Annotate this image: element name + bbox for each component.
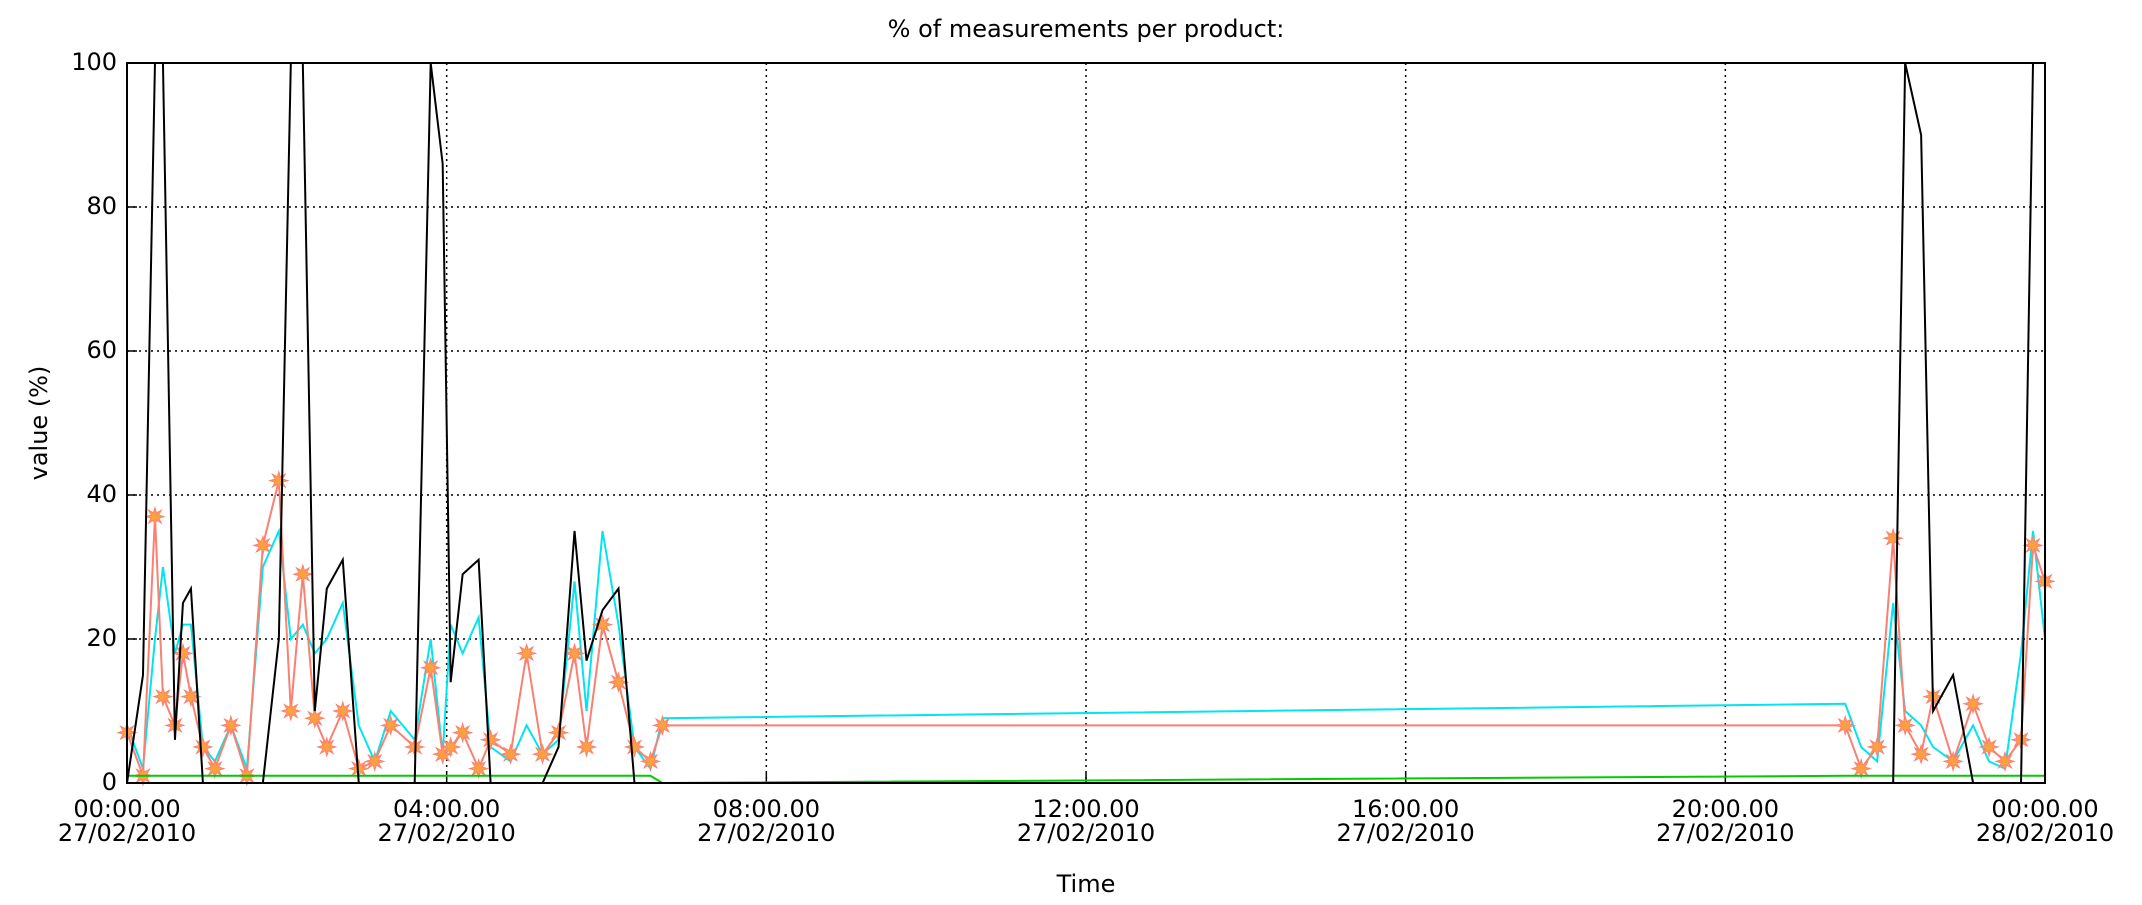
point-marker <box>591 613 614 636</box>
point-marker <box>467 757 490 780</box>
point-marker <box>563 642 586 665</box>
point-marker <box>172 642 194 665</box>
y-tick-label: 80 <box>86 192 117 220</box>
x-tick-label: 16:00.00 27/02/2010 <box>1336 795 1475 847</box>
series-line <box>127 774 2045 785</box>
point-marker <box>1942 750 1964 773</box>
point-marker <box>1978 736 2000 758</box>
point-marker <box>379 714 402 737</box>
point-marker <box>623 736 646 758</box>
point-marker <box>451 721 474 744</box>
point-marker <box>575 736 598 758</box>
x-tick-label: 04:00.00 27/02/2010 <box>377 795 516 847</box>
point-marker <box>515 642 538 665</box>
point-marker <box>1882 527 1904 549</box>
point-marker <box>144 505 166 528</box>
point-marker <box>1994 750 2016 773</box>
point-marker <box>419 657 442 679</box>
point-marker <box>1834 714 1856 737</box>
point-marker <box>204 757 226 780</box>
y-axis-label: value (%) <box>25 366 53 481</box>
point-marker <box>2022 534 2044 557</box>
y-tick-label: 40 <box>86 480 117 508</box>
point-marker <box>180 685 202 708</box>
point-marker <box>639 750 662 773</box>
point-marker <box>479 729 502 751</box>
point-marker <box>152 685 174 708</box>
y-tick-label: 20 <box>86 624 117 652</box>
series-line <box>126 527 2046 771</box>
point-marker <box>607 671 630 693</box>
point-marker <box>499 743 522 765</box>
point-marker <box>332 700 354 722</box>
x-tick-label: 12:00.00 27/02/2010 <box>1016 795 1156 847</box>
x-tick-label: 00:00.00 28/02/2010 <box>1975 795 2115 847</box>
point-marker <box>192 736 214 758</box>
y-tick-label: 0 <box>102 768 117 796</box>
point-marker <box>439 736 462 758</box>
chart-title: % of measurements per product: <box>888 15 1285 43</box>
plot-frame <box>126 62 2046 784</box>
y-tick-label: 60 <box>86 336 117 364</box>
y-tick-label: 100 <box>71 48 117 76</box>
point-marker <box>1910 743 1932 765</box>
point-marker <box>531 743 554 765</box>
point-marker <box>1866 736 1888 758</box>
x-tick-label: 08:00.00 27/02/2010 <box>697 795 836 847</box>
point-marker <box>363 750 386 773</box>
point-marker <box>1850 757 1872 780</box>
x-axis-label: Time <box>1056 870 1116 898</box>
point-marker <box>280 700 302 722</box>
x-tick-label: 20:00.00 27/02/2010 <box>1656 795 1795 847</box>
point-marker <box>220 714 242 737</box>
point-marker <box>304 707 326 729</box>
point-marker <box>1962 693 1984 715</box>
point-marker <box>292 563 314 585</box>
point-marker <box>252 534 274 557</box>
point-marker <box>316 736 338 758</box>
point-marker <box>651 714 674 737</box>
point-marker <box>1894 714 1916 737</box>
point-marker <box>268 469 290 492</box>
x-tick-label: 00:00.00 27/02/2010 <box>57 795 197 847</box>
